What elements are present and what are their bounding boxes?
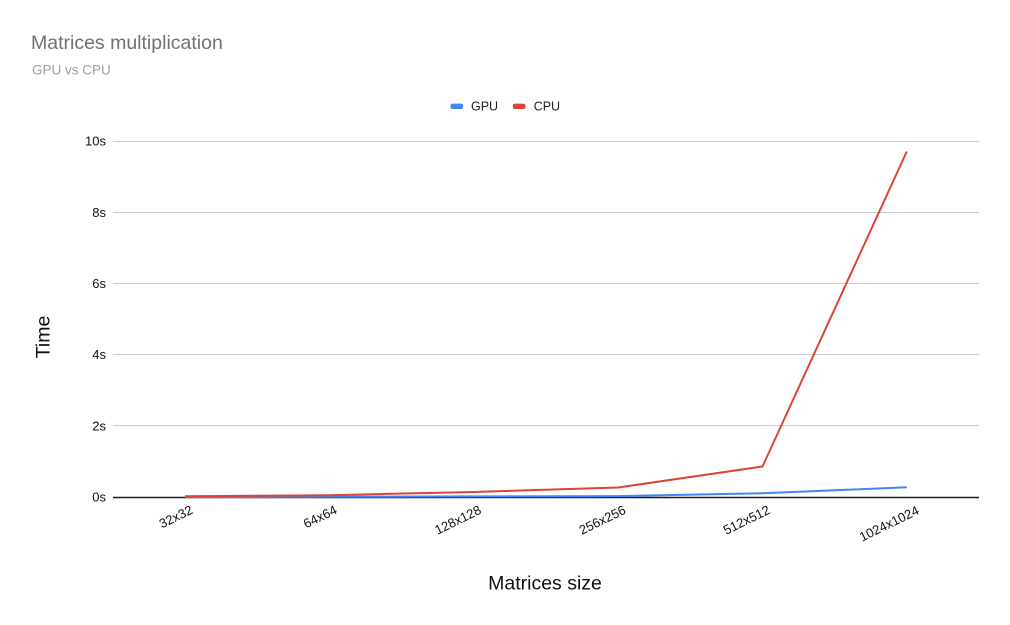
svg-text:2s: 2s	[92, 418, 106, 433]
svg-text:6s: 6s	[92, 276, 106, 291]
svg-text:CPU: CPU	[534, 99, 560, 113]
svg-text:Matrices size: Matrices size	[488, 573, 602, 595]
svg-text:Time: Time	[33, 316, 55, 359]
svg-text:GPU vs CPU: GPU vs CPU	[32, 62, 111, 77]
svg-text:10s: 10s	[85, 134, 106, 149]
svg-text:Matrices multiplication: Matrices multiplication	[31, 32, 223, 54]
svg-text:0s: 0s	[92, 490, 106, 505]
svg-text:8s: 8s	[92, 205, 106, 220]
svg-text:4s: 4s	[92, 347, 106, 362]
svg-text:GPU: GPU	[471, 99, 498, 113]
